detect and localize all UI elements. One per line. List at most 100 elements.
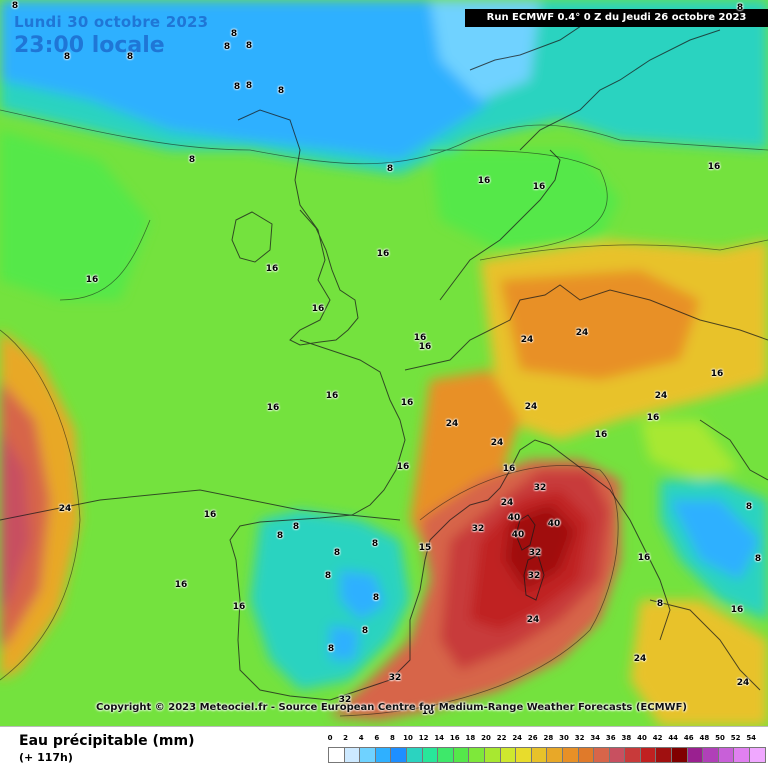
legend-color-swatch — [390, 747, 407, 763]
legend-color-swatch — [702, 747, 719, 763]
contour-value-label: 8 — [63, 52, 71, 62]
contour-value-label: 16 — [637, 553, 651, 563]
legend-color-swatch — [483, 747, 501, 763]
legend-tick-label: 54 — [746, 734, 757, 742]
contour-value-label: 8 — [745, 502, 753, 512]
contour-lines — [0, 109, 768, 717]
legend-color-swatch — [749, 747, 766, 763]
contour-value-label: 16 — [232, 602, 246, 612]
legend-tick-label: 30 — [559, 734, 569, 742]
contour-value-label: 8 — [126, 52, 134, 62]
contour-value-label: 16 — [311, 304, 325, 314]
legend-tick-label: 42 — [652, 734, 663, 742]
contour-value-label: 16 — [203, 510, 217, 520]
contour-value-label: 16 — [174, 580, 188, 590]
contour-value-label: 8 — [245, 81, 253, 91]
contour-value-label: 16 — [325, 391, 339, 401]
legend-color-swatch — [421, 747, 439, 763]
legend-color-swatch — [624, 747, 641, 763]
contour-value-label: 8 — [333, 548, 341, 558]
legend-tick-label: 0 — [327, 734, 333, 742]
contour-value-label: 32 — [471, 524, 485, 534]
legend-color-swatch — [515, 747, 532, 763]
contour-value-label: 24 — [490, 438, 504, 448]
legend-tick-label: 44 — [668, 734, 679, 742]
contour-value-label: 24 — [520, 335, 534, 345]
contour-value-label: 8 — [233, 82, 241, 92]
legend-tick-label: 22 — [496, 734, 507, 742]
legend-color-swatch — [733, 747, 751, 763]
contour-value-label: 8 — [656, 599, 664, 609]
legend-tick-label: 10 — [403, 734, 413, 742]
legend-color-swatch — [593, 747, 610, 763]
legend-tick-label: 40 — [637, 734, 647, 742]
legend-color-swatch — [437, 747, 454, 763]
legend-tick-label: 18 — [465, 734, 476, 742]
contour-value-label: 32 — [388, 673, 402, 683]
legend-color-swatch — [577, 747, 595, 763]
contour-value-label: 8 — [372, 593, 380, 603]
legend-color-swatch — [639, 747, 657, 763]
contour-value-label: 8 — [371, 539, 379, 549]
color-scale-legend: 0 2 4 6 8 10 12 14 16 18 20 22 24 26 28 30 32 34 36 38 40 42 4… — [328, 734, 766, 763]
legend-color-swatch — [530, 747, 548, 763]
forecast-local-time: 23:00 locale — [14, 33, 165, 58]
contour-value-label: 8 — [386, 164, 394, 174]
legend-tick-label: 36 — [605, 734, 616, 742]
contour-value-label: 15 — [418, 543, 432, 553]
legend-tick-label: 26 — [527, 734, 538, 742]
model-run-info: Run ECMWF 0.4° 0 Z du Jeudi 26 octobre 2… — [465, 9, 768, 27]
legend-color-swatch — [546, 747, 563, 763]
legend-tick-label: 24 — [512, 734, 523, 742]
contour-value-label: 24 — [58, 504, 72, 514]
contour-value-label: 16 — [396, 462, 410, 472]
contour-value-label: 8 — [11, 1, 19, 11]
legend-color-swatch — [686, 747, 704, 763]
legend-color-swatch — [343, 747, 361, 763]
contour-value-label: 24 — [524, 402, 538, 412]
legend-color-swatch — [405, 747, 423, 763]
legend-color-swatch — [561, 747, 579, 763]
contour-value-label: 24 — [654, 391, 668, 401]
legend-tick-label: 12 — [418, 734, 429, 742]
contour-value-label: 8 — [276, 531, 284, 541]
legend-color-swatch — [452, 747, 470, 763]
contour-value-label: 40 — [507, 513, 521, 523]
contour-value-label: 16 — [707, 162, 721, 172]
legend-tick-label: 2 — [343, 734, 349, 742]
legend-tick-label: 6 — [374, 734, 380, 742]
contour-value-label: 24 — [736, 678, 750, 688]
contour-value-label: 16 — [594, 430, 608, 440]
contour-value-label: 24 — [575, 328, 589, 338]
contour-value-label: 32 — [528, 548, 542, 558]
contour-value-label: 40 — [547, 519, 561, 529]
contour-value-label: 8 — [324, 571, 332, 581]
contour-value-label: 32 — [533, 483, 547, 493]
contour-value-label: 16 — [265, 264, 279, 274]
legend-color-swatch — [374, 747, 392, 763]
contour-value-label: 40 — [511, 530, 525, 540]
contour-value-label: 16 — [400, 398, 414, 408]
legend-color-swatch — [499, 747, 517, 763]
contour-value-label: 16 — [418, 342, 432, 352]
legend-tick-label: 4 — [358, 734, 364, 742]
contour-value-label: 16 — [477, 176, 491, 186]
contour-value-label: 16 — [646, 413, 660, 423]
legend-tick-label: 38 — [621, 734, 632, 742]
variable-name: Eau précipitable (mm) — [19, 733, 195, 749]
legend-color-swatch — [655, 747, 673, 763]
legend-tick-label: 28 — [543, 734, 554, 742]
legend-tick-labels: 0 2 4 6 8 10 12 14 16 18 20 22 24 26 28 30 32 34 36 38 40 42 4… — [328, 734, 760, 745]
legend-tick-label: 8 — [389, 734, 395, 742]
legend-tick-label: 46 — [683, 734, 694, 742]
contour-value-label: 8 — [277, 86, 285, 96]
precipitable-water-map: Lundi 30 octobre 2023 23:00 locale Run E… — [0, 0, 768, 726]
contour-value-label: 16 — [502, 464, 516, 474]
legend-color-swatch — [468, 747, 485, 763]
copyright-notice: Copyright © 2023 Meteociel.fr - Source E… — [96, 702, 687, 713]
contour-value-label: 16 — [266, 403, 280, 413]
legend-color-swatch — [671, 747, 688, 763]
map-canvas — [0, 0, 768, 726]
contour-value-label: 8 — [292, 522, 300, 532]
legend-color-swatch — [608, 747, 626, 763]
